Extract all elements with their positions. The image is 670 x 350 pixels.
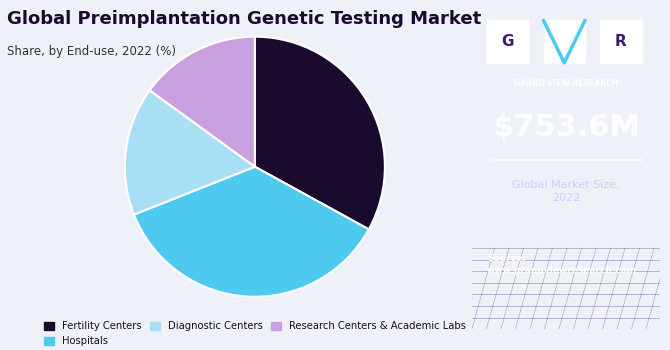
- Text: Global Market Size,
2022: Global Market Size, 2022: [513, 180, 620, 203]
- Text: Source:
www.grandviewresearch.com: Source: www.grandviewresearch.com: [487, 254, 637, 275]
- FancyBboxPatch shape: [487, 20, 529, 63]
- FancyBboxPatch shape: [600, 20, 642, 63]
- Text: R: R: [615, 34, 626, 49]
- Text: Global Preimplantation Genetic Testing Market: Global Preimplantation Genetic Testing M…: [7, 10, 481, 28]
- Legend: Fertility Centers, Hospitals, Diagnostic Centers, Research Centers & Academic La: Fertility Centers, Hospitals, Diagnostic…: [40, 317, 470, 350]
- Wedge shape: [149, 37, 255, 167]
- Wedge shape: [134, 167, 368, 297]
- Text: $753.6M: $753.6M: [492, 113, 640, 142]
- Text: GRAND VIEW RESEARCH: GRAND VIEW RESEARCH: [514, 79, 618, 88]
- Text: Share, by End-use, 2022 (%): Share, by End-use, 2022 (%): [7, 46, 176, 58]
- Wedge shape: [125, 90, 255, 215]
- Wedge shape: [255, 37, 385, 229]
- FancyBboxPatch shape: [543, 20, 585, 63]
- Text: G: G: [501, 34, 514, 49]
